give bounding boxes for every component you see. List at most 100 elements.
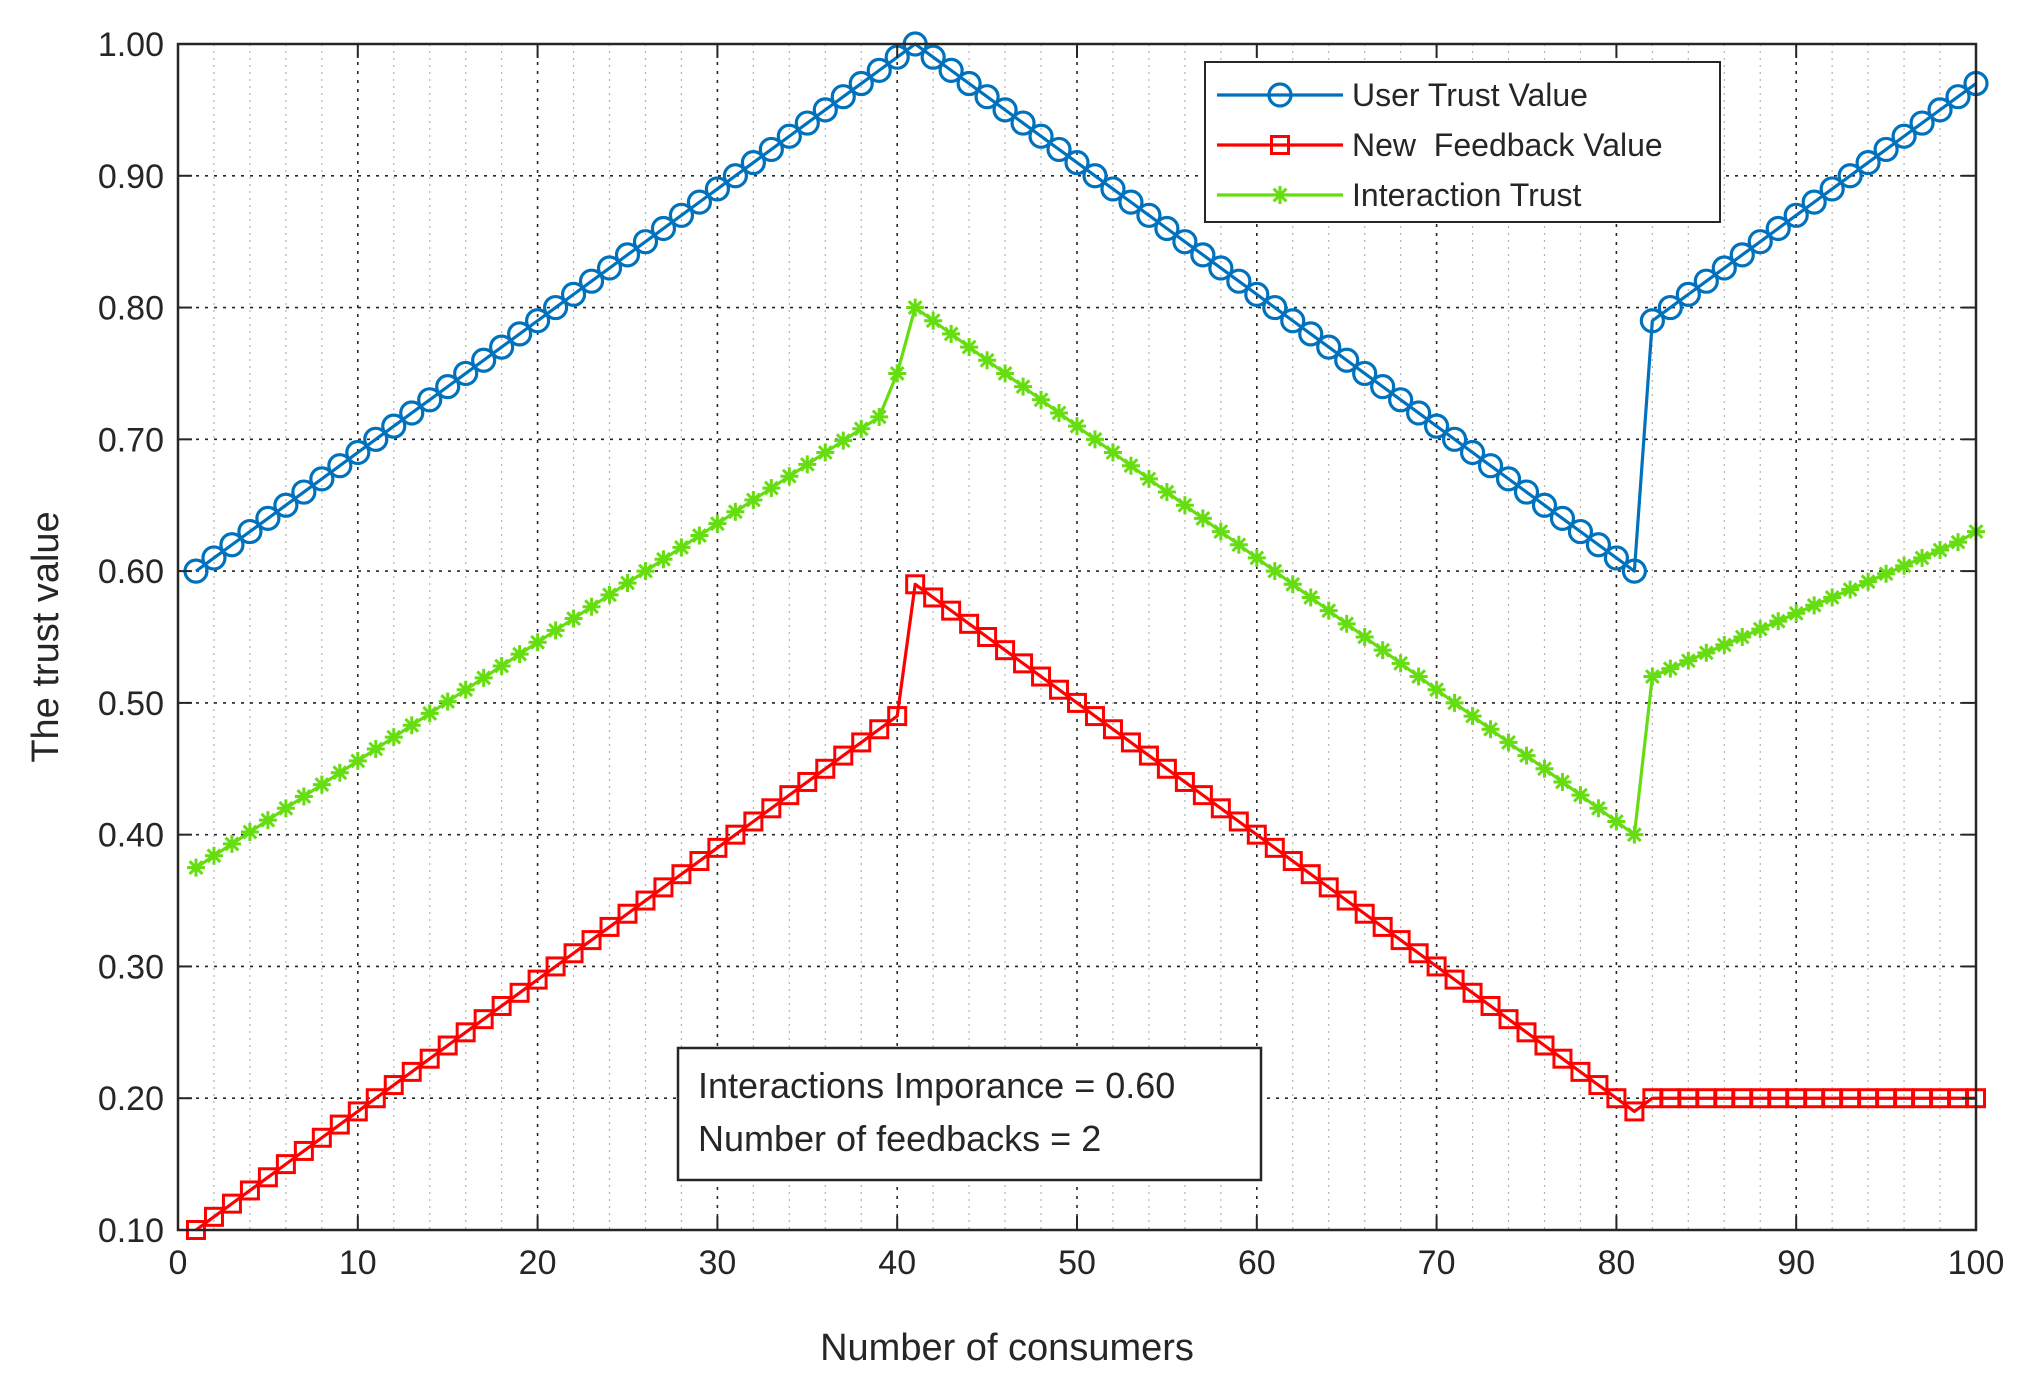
data-point-interaction-trust [1014,377,1033,396]
data-point-interaction-trust [1715,635,1734,654]
data-point-user-trust-value [1621,558,1647,584]
data-point-new-feedback-value [275,1154,296,1175]
data-point-user-trust-value [237,518,263,545]
x-tick-label: 80 [1597,1244,1635,1282]
data-point-interaction-trust [1373,641,1392,660]
data-point-user-trust-value [453,360,479,387]
data-point-interaction-trust [492,656,511,675]
data-point-interaction-trust [1499,733,1518,752]
data-point-interaction-trust [402,716,421,735]
data-point-new-feedback-value [1534,1035,1555,1056]
y-tick-label: 0.40 [98,817,164,855]
data-point-user-trust-value [417,387,443,413]
data-point-user-trust-value [1837,163,1863,189]
data-point-user-trust-value [1423,413,1450,439]
data-point-new-feedback-value [599,916,620,937]
data-point-interaction-trust [600,585,619,604]
data-point-new-feedback-value [563,943,584,964]
data-point-user-trust-value [740,150,766,176]
data-point-new-feedback-value [1138,745,1159,766]
data-point-user-trust-value [632,229,659,255]
data-point-user-trust-value [1801,189,1827,215]
legend-marker [1271,186,1289,204]
y-tick-label: 0.60 [98,553,164,591]
data-point-user-trust-value [1711,255,1737,281]
y-tick-label: 1.00 [98,26,164,64]
data-point-interaction-trust [1751,620,1770,639]
data-point-user-trust-value [219,532,245,558]
data-point-user-trust-value [1064,150,1090,176]
data-point-new-feedback-value [815,758,836,779]
data-point-new-feedback-value [1372,916,1393,937]
plot-series [183,31,1989,1240]
data-point-user-trust-value [309,466,335,492]
data-point-interaction-trust [1553,772,1572,791]
data-point-user-trust-value [1388,387,1414,413]
data-point-interaction-trust [1481,720,1500,739]
data-point-user-trust-value [1010,110,1036,136]
data-point-interaction-trust [1823,588,1842,607]
data-point-interaction-trust [1877,564,1896,583]
data-point-new-feedback-value [455,1022,476,1043]
data-point-interaction-trust [276,799,295,818]
data-point-interaction-trust [1032,390,1051,409]
data-point-new-feedback-value [1408,943,1429,964]
data-point-interaction-trust [1895,556,1914,575]
data-point-user-trust-value [1477,453,1504,479]
data-point-interaction-trust [1949,533,1968,552]
data-point-interaction-trust [1535,759,1554,778]
data-point-user-trust-value [507,321,533,347]
data-point-user-trust-value [830,84,856,110]
data-point-interaction-trust [1175,496,1194,515]
data-point-interaction-trust [1337,614,1356,633]
data-point-user-trust-value [255,505,281,532]
data-point-new-feedback-value [887,706,908,727]
data-point-user-trust-value [956,70,982,97]
data-point-new-feedback-value [923,587,944,608]
data-point-user-trust-value [435,374,461,400]
data-point-user-trust-value [758,136,784,163]
data-point-user-trust-value [1316,334,1342,360]
data-point-user-trust-value [1082,163,1108,189]
data-point-interaction-trust [1697,643,1716,662]
data-point-new-feedback-value [833,745,854,766]
data-point-user-trust-value [1729,242,1755,268]
data-point-interaction-trust [510,645,529,664]
data-point-interaction-trust [312,775,331,794]
data-point-interaction-trust [1301,588,1320,607]
data-point-new-feedback-value [365,1088,386,1109]
data-point-new-feedback-value [221,1193,242,1214]
data-point-new-feedback-value [347,1101,368,1122]
data-point-new-feedback-value [1246,824,1267,845]
data-point-interaction-trust [1427,680,1446,699]
data-point-new-feedback-value [509,982,530,1003]
legend-entry-user-trust-value: User Trust Value [1217,77,1588,113]
data-point-new-feedback-value [1570,1061,1591,1082]
data-point-interaction-trust [564,609,583,628]
data-point-user-trust-value [291,479,317,505]
data-point-interaction-trust [1265,562,1284,581]
data-point-interaction-trust [636,562,655,581]
x-axis-label: Number of consumers [820,1327,1194,1369]
data-point-new-feedback-value [1444,969,1465,990]
data-point-user-trust-value [1783,202,1809,228]
data-point-user-trust-value [794,110,820,136]
legend-entry-new-feedback-value: New Feedback Value [1217,127,1663,163]
data-point-new-feedback-value [959,613,980,634]
data-point-new-feedback-value [1067,692,1087,713]
data-point-interaction-trust [1139,469,1158,488]
data-point-user-trust-value [381,413,407,439]
y-tick-label: 0.90 [98,158,164,196]
data-point-new-feedback-value [1624,1101,1645,1122]
data-point-new-feedback-value [653,877,674,898]
legend: User Trust Value New Feedback Value Intera… [1204,61,1721,223]
data-point-interaction-trust [1931,541,1950,560]
x-tick-label: 0 [169,1244,188,1282]
data-point-user-trust-value [1513,479,1540,505]
legend-marker [1267,82,1293,108]
axis-ticks: 0 10 20 30 40 50 60 70 80 90 100 0.10 0.20 0.30 0.40 0.… [98,26,2005,1282]
data-point-user-trust-value [1244,281,1270,307]
data-point-user-trust-value [1154,215,1180,242]
data-point-user-trust-value [1603,545,1630,571]
data-point-new-feedback-value [941,600,962,621]
